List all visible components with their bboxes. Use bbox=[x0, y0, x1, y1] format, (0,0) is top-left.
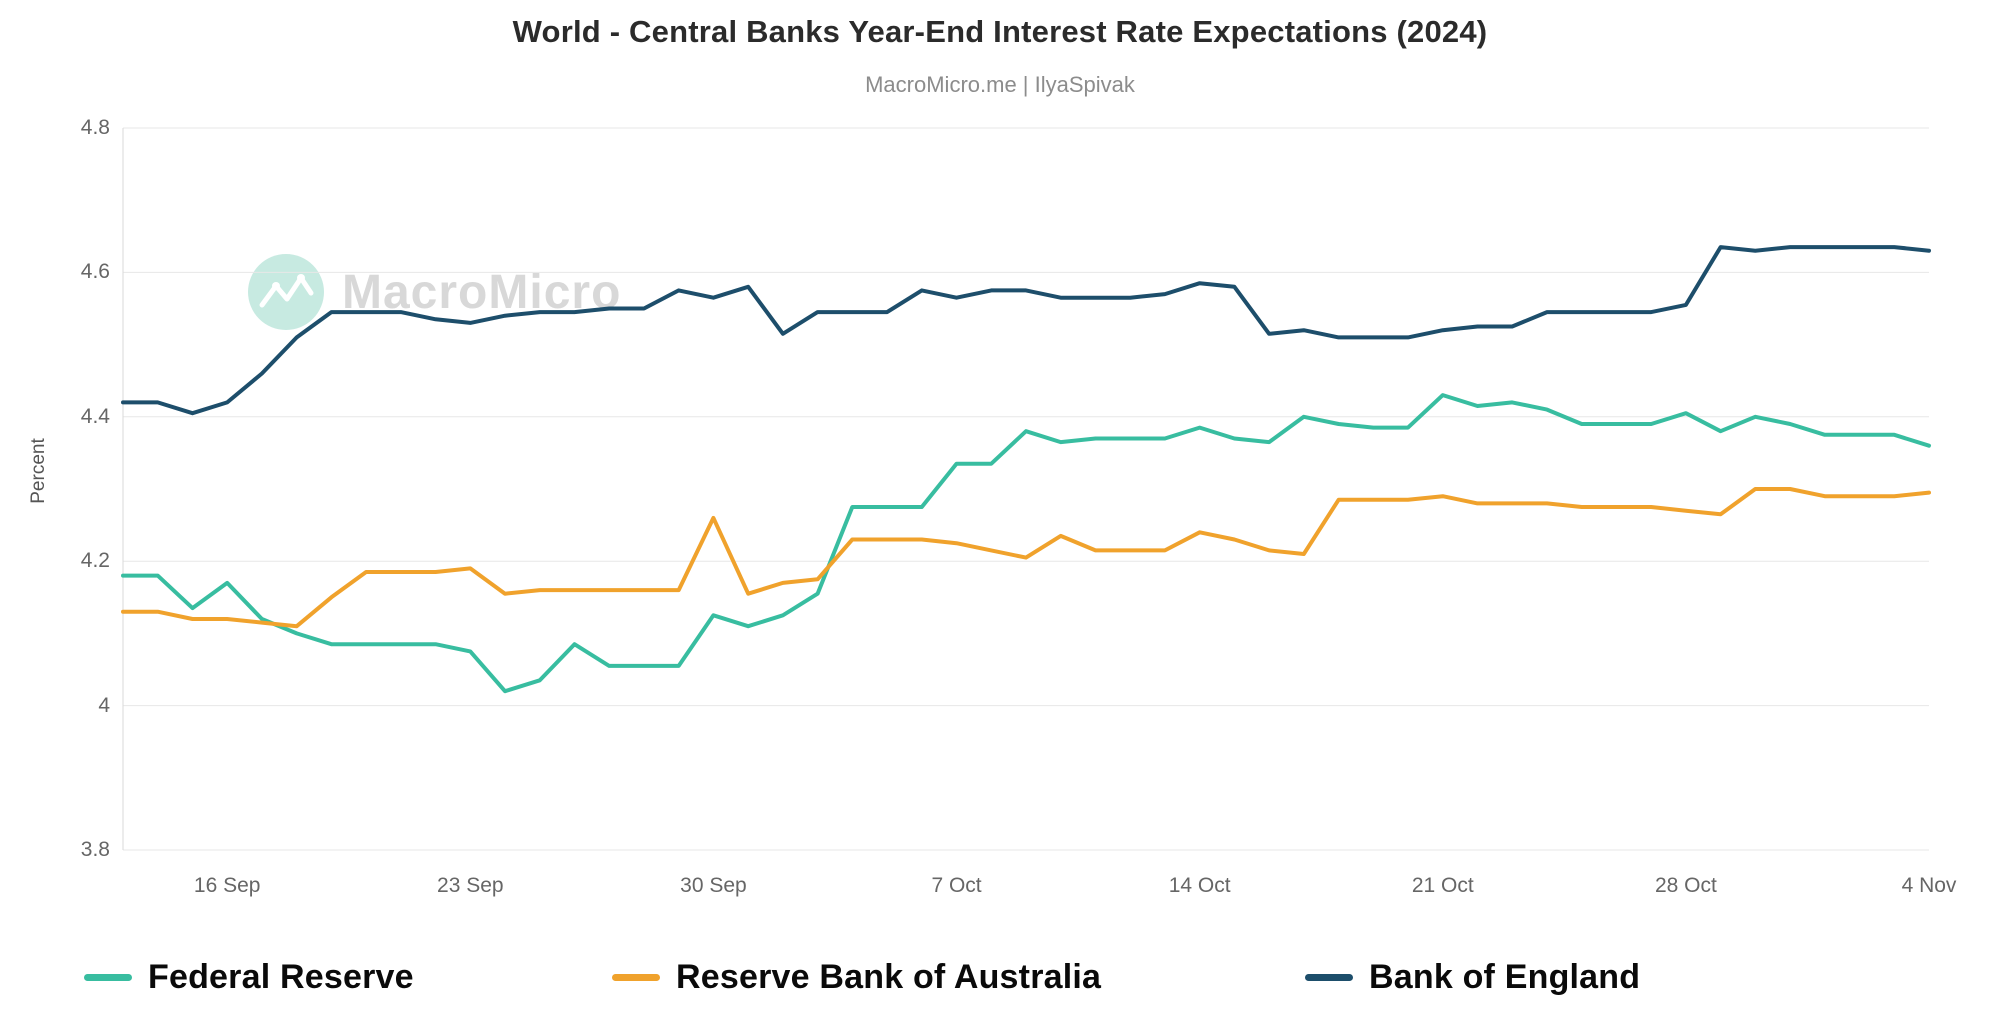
series-line-reserve-bank-of-australia bbox=[121, 487, 1931, 629]
y-tick-label: 4.6 bbox=[80, 260, 110, 284]
legend-item-federal-reserve[interactable]: Federal Reserve bbox=[84, 958, 414, 997]
x-tick-label: 23 Sep bbox=[437, 874, 504, 897]
legend-label: Reserve Bank of Australia bbox=[676, 958, 1102, 996]
x-tick-label: 30 Sep bbox=[680, 874, 747, 897]
legend-label: Federal Reserve bbox=[148, 958, 414, 996]
series-line-bank-of-england bbox=[121, 245, 1931, 416]
y-tick-label: 4 bbox=[98, 693, 110, 717]
y-tick-label: 3.8 bbox=[80, 838, 110, 861]
legend-label: Bank of England bbox=[1369, 958, 1641, 996]
y-tick-label: 4.4 bbox=[80, 404, 110, 428]
series-line-federal-reserve bbox=[121, 393, 1931, 694]
legend-swatch-federal-reserve bbox=[84, 974, 132, 981]
legend: Federal Reserve Reserve Bank of Australia… bbox=[0, 948, 2000, 1012]
legend-swatch-bank-of-england bbox=[1305, 974, 1353, 981]
legend-item-reserve-bank-of-australia[interactable]: Reserve Bank of Australia bbox=[612, 958, 1101, 997]
legend-item-bank-of-england[interactable]: Bank of England bbox=[1305, 958, 1640, 997]
x-tick-label: 14 Oct bbox=[1168, 874, 1231, 897]
x-tick-label: 7 Oct bbox=[931, 874, 982, 897]
y-tick-label: 4.2 bbox=[80, 549, 110, 573]
x-tick-label: 16 Sep bbox=[193, 874, 261, 897]
x-tick-label: 28 Oct bbox=[1654, 874, 1717, 897]
legend-swatch-reserve-bank-of-australia bbox=[612, 974, 660, 981]
x-tick-label: 21 Oct bbox=[1411, 874, 1474, 897]
page-subtitle: MacroMicro.me | IlyaSpivak bbox=[865, 72, 1135, 97]
x-tick-label: 4 Nov bbox=[1901, 874, 1957, 897]
page-title: World - Central Banks Year-End Interest … bbox=[512, 14, 1488, 49]
y-tick-label: 4.8 bbox=[80, 116, 110, 139]
